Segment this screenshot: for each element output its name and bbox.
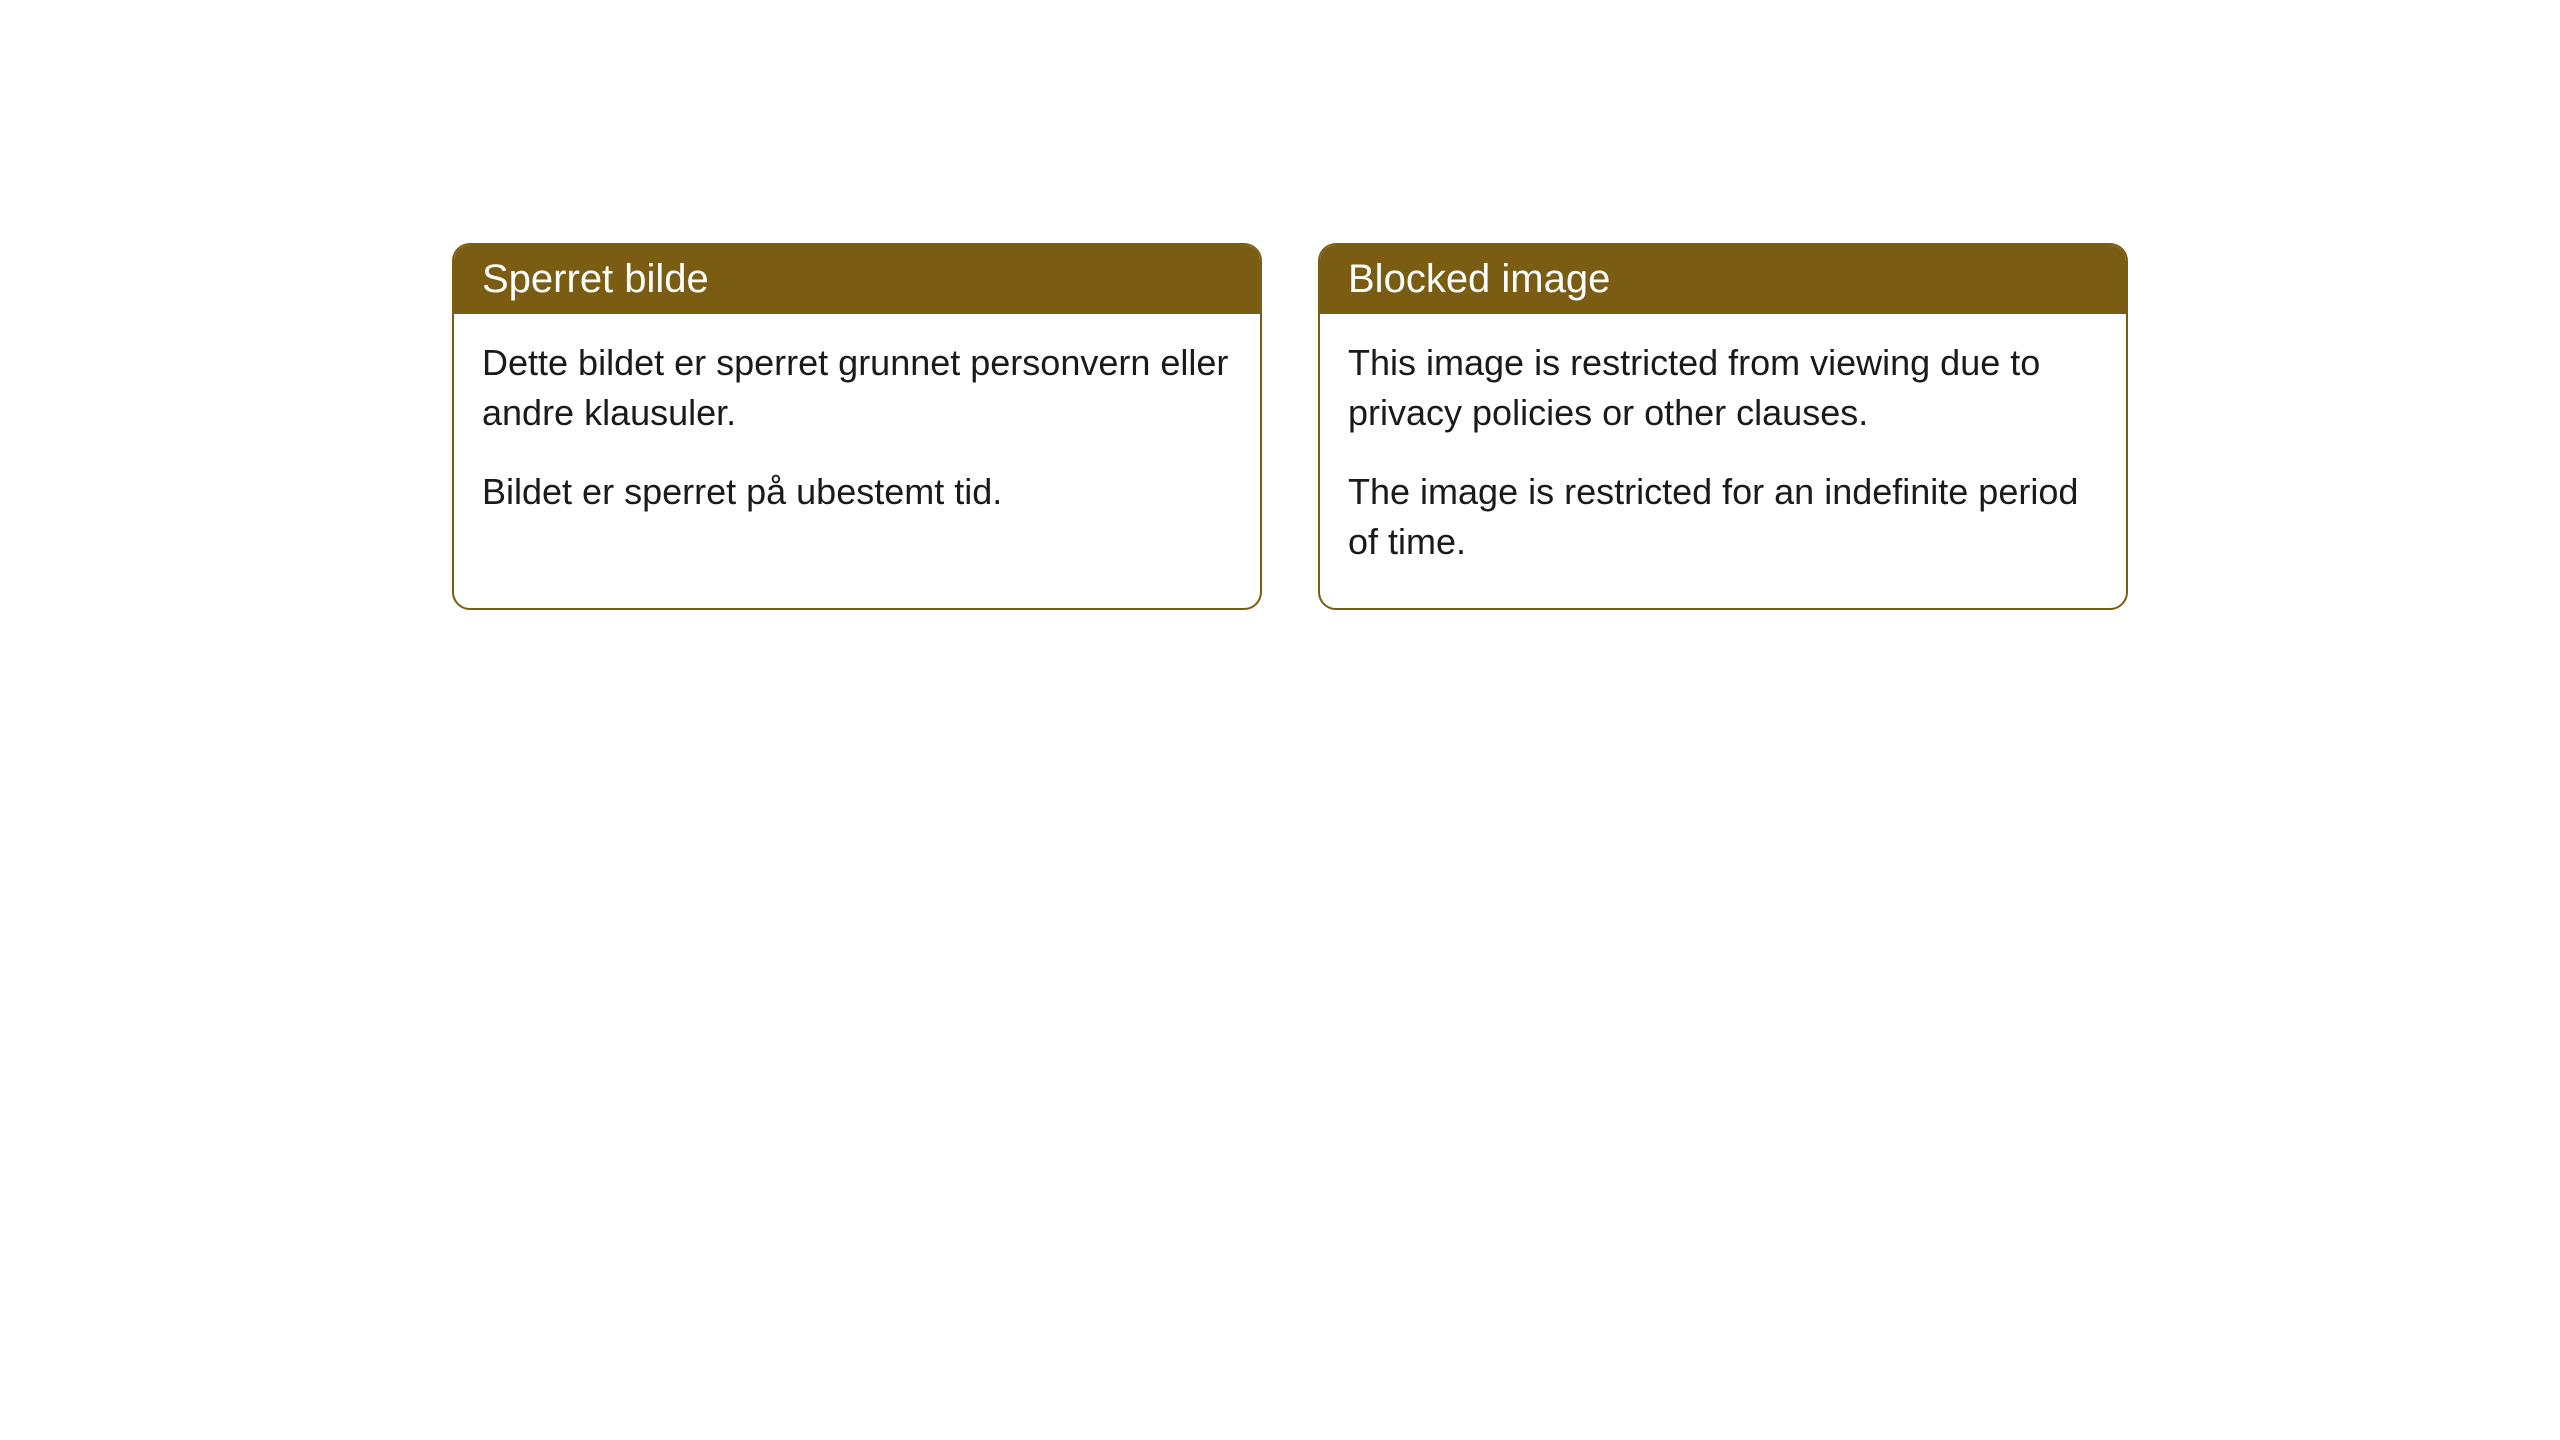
card-paragraph: Bildet er sperret på ubestemt tid. <box>482 467 1232 517</box>
card-title: Blocked image <box>1348 257 1610 301</box>
card-header-norwegian: Sperret bilde <box>454 245 1260 314</box>
card-title: Sperret bilde <box>482 257 709 301</box>
card-header-english: Blocked image <box>1320 245 2126 314</box>
blocked-image-card-norwegian: Sperret bilde Dette bildet er sperret gr… <box>452 243 1262 610</box>
blocked-image-card-english: Blocked image This image is restricted f… <box>1318 243 2128 610</box>
card-paragraph: Dette bildet er sperret grunnet personve… <box>482 338 1232 439</box>
card-body-norwegian: Dette bildet er sperret grunnet personve… <box>454 314 1260 557</box>
card-paragraph: The image is restricted for an indefinit… <box>1348 467 2098 568</box>
card-body-english: This image is restricted from viewing du… <box>1320 314 2126 608</box>
cards-container: Sperret bilde Dette bildet er sperret gr… <box>452 243 2128 610</box>
card-paragraph: This image is restricted from viewing du… <box>1348 338 2098 439</box>
